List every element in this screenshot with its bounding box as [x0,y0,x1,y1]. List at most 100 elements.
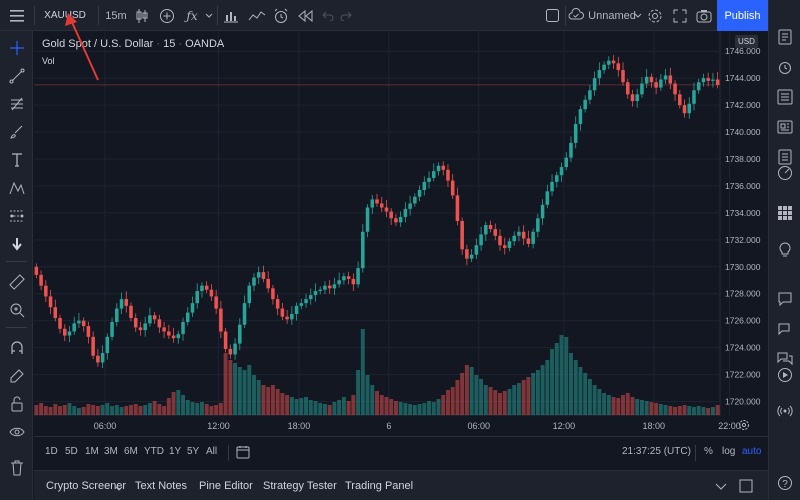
tab-trading-panel[interactable]: Trading Panel [345,480,414,492]
clock-timezone[interactable]: 21:37:25 (UTC) [622,446,691,457]
candle[interactable] [271,284,275,305]
candle[interactable] [479,226,483,251]
candle[interactable] [673,80,677,101]
price-chart[interactable]: 1746.000 1744.000 1742.000 1740.000 1738.000… [34,31,768,436]
prediction-tool-icon[interactable] [0,203,33,229]
candle[interactable] [209,284,214,301]
candle[interactable] [77,313,81,328]
candle[interactable] [498,229,502,251]
trend-line-icon[interactable] [0,63,33,89]
candle[interactable] [242,295,247,329]
candle[interactable] [611,55,616,69]
percent-scale-toggle[interactable]: % [704,446,713,457]
candle[interactable] [474,238,479,260]
candle[interactable] [58,314,62,334]
candle[interactable] [663,68,668,84]
range-button[interactable]: 6M [124,446,138,457]
candle[interactable] [545,184,550,209]
candle[interactable] [635,88,639,108]
candle[interactable] [370,194,375,215]
candle[interactable] [365,204,370,238]
candle[interactable] [678,89,682,109]
interval-button[interactable]: 15m [105,9,127,22]
notifications-icon[interactable] [769,362,800,388]
candle[interactable] [687,97,692,119]
tab-text-notes[interactable]: Text Notes [135,480,187,492]
candle[interactable] [403,202,408,223]
menu-icon[interactable] [0,0,33,31]
fib-tool-icon[interactable] [0,91,33,117]
candle[interactable] [247,282,252,308]
candle[interactable] [361,224,365,273]
candle[interactable] [171,327,176,343]
messages-icon[interactable] [769,316,800,342]
help-icon[interactable]: ? [769,470,800,496]
candle[interactable] [526,230,531,248]
calendar-icon[interactable] [769,160,800,186]
candle[interactable] [100,345,105,368]
candle[interactable] [256,266,261,285]
add-compare-icon[interactable] [156,0,178,31]
candle[interactable] [441,161,445,176]
candle[interactable] [309,288,313,305]
candle[interactable] [413,193,417,207]
candle[interactable] [294,302,299,321]
chevron-down-icon[interactable] [633,0,643,31]
candle[interactable] [389,208,393,225]
candle[interactable] [129,302,133,322]
data-window-icon[interactable] [769,84,800,110]
tab-pine-editor[interactable]: Pine Editor [199,480,253,492]
candle[interactable] [484,221,488,242]
candle[interactable] [356,261,360,288]
candle[interactable] [559,162,564,182]
candle[interactable] [39,270,43,291]
lock-pencil-icon[interactable] [0,363,33,389]
candle[interactable] [668,67,673,90]
range-button[interactable]: 5Y [187,446,200,457]
candles-icon[interactable] [131,0,153,31]
candle[interactable] [238,318,242,351]
candle[interactable] [706,72,710,87]
candle[interactable] [564,152,569,171]
range-button[interactable]: YTD [144,446,164,457]
candle[interactable] [659,73,663,91]
candle[interactable] [204,281,209,294]
candle[interactable] [417,185,422,202]
zoom-in-icon[interactable] [0,297,33,323]
apps-grid-icon[interactable] [769,200,800,226]
candle[interactable] [375,193,379,207]
candle[interactable] [91,331,95,360]
tab-strategy-tester[interactable]: Strategy Tester [263,480,337,492]
range-button[interactable]: 5D [65,446,78,457]
candle[interactable] [488,220,493,233]
candle[interactable] [86,321,91,344]
candle[interactable] [654,77,658,95]
candle[interactable] [540,199,545,225]
lock-icon[interactable] [0,391,33,417]
financials-icon[interactable] [220,0,242,31]
candle[interactable] [96,349,100,367]
ruler-icon[interactable] [0,269,33,295]
candle[interactable] [583,95,587,113]
range-button[interactable]: 1M [85,446,99,457]
candle[interactable] [181,317,185,341]
candle[interactable] [190,296,195,318]
candle[interactable] [53,299,58,322]
candle[interactable] [110,317,114,341]
tab-crypto-screener[interactable]: Crypto Screener [46,480,127,492]
arrow-down-icon[interactable] [0,231,33,257]
chat-bubbles-icon[interactable] [769,346,800,372]
candle[interactable] [223,328,228,353]
chevron-down-icon[interactable] [202,0,216,31]
candle[interactable] [696,78,701,94]
candle[interactable] [536,213,540,238]
candle[interactable] [625,78,630,99]
candle[interactable] [34,263,39,279]
watchlist-icon[interactable] [769,24,800,50]
candle[interactable] [630,89,635,107]
candle[interactable] [455,187,460,226]
fullscreen-icon[interactable] [670,0,690,31]
candle[interactable] [602,61,606,74]
candle[interactable] [323,281,327,295]
range-button[interactable]: 1D [45,446,58,457]
